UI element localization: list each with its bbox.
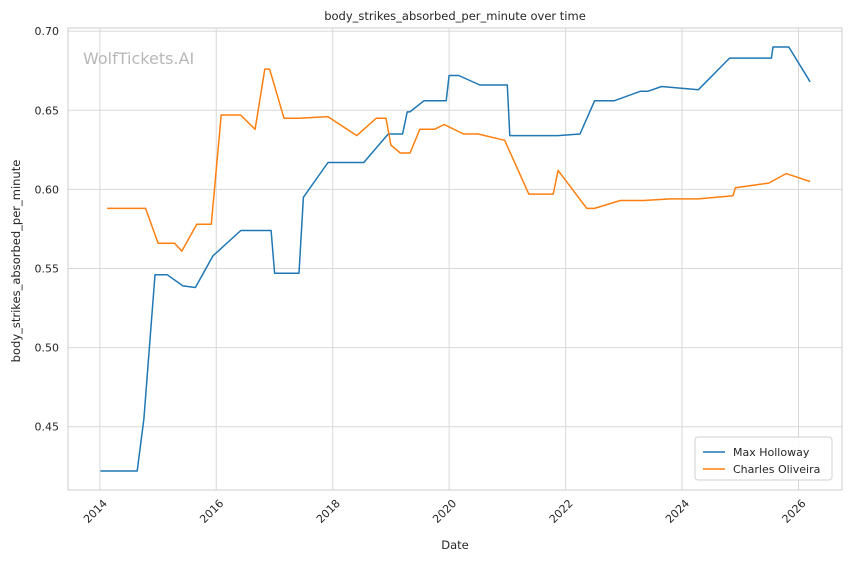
legend-label-charles-oliveira: Charles Oliveira xyxy=(733,463,820,476)
plot-area xyxy=(68,28,842,490)
y-axis-ticks: 0.45 0.50 0.55 0.60 0.65 0.70 xyxy=(35,25,60,434)
watermark-text: WolfTickets.AI xyxy=(83,49,194,68)
x-axis-label: Date xyxy=(441,538,469,552)
legend-label-max-holloway: Max Holloway xyxy=(733,446,810,459)
y-tick-label: 0.50 xyxy=(35,342,60,355)
y-tick-label: 0.70 xyxy=(35,25,60,38)
y-tick-label: 0.45 xyxy=(35,421,60,434)
legend-box xyxy=(694,436,833,481)
legend: Max Holloway Charles Oliveira xyxy=(694,436,833,481)
series-line-max-holloway xyxy=(100,46,811,472)
y-tick-label: 0.65 xyxy=(35,104,60,117)
series-line-charles-oliveira xyxy=(107,68,811,252)
y-tick-label: 0.60 xyxy=(35,183,60,196)
y-tick-label: 0.55 xyxy=(35,262,60,275)
plot-frame xyxy=(67,27,843,491)
y-axis-label: body_strikes_absorbed_per_minute xyxy=(9,160,23,363)
chart-title: body_strikes_absorbed_per_minute over ti… xyxy=(324,9,586,23)
grid xyxy=(68,28,842,490)
series-group xyxy=(100,46,811,472)
